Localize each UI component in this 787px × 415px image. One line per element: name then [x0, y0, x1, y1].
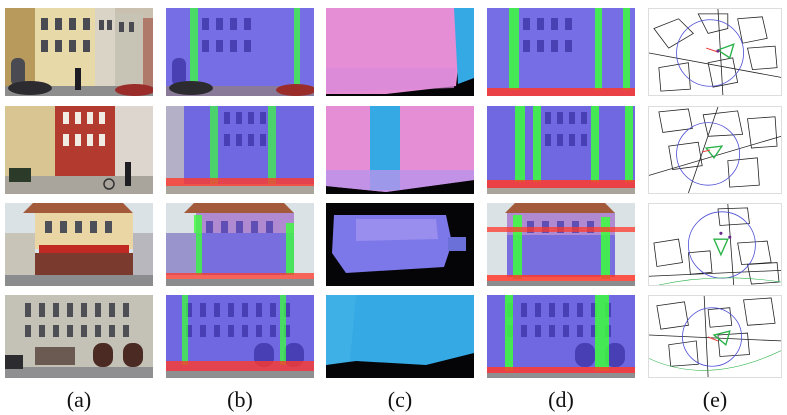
row1-normal-map — [326, 8, 474, 96]
row4-photo — [5, 295, 153, 378]
row3-photo — [5, 203, 153, 286]
caption-a: (a) — [66, 387, 92, 412]
row1-segmentation — [166, 8, 314, 96]
caption-b: (b) — [227, 387, 253, 412]
row4-map — [648, 295, 782, 378]
row4-refined — [487, 295, 635, 378]
row2-refined — [487, 106, 635, 194]
row3-map — [648, 203, 782, 286]
row3-normal-map — [326, 203, 474, 286]
row4-normal-map — [326, 295, 474, 378]
row1-map — [648, 8, 782, 96]
row2-normal-map — [326, 106, 474, 194]
row2-map — [648, 106, 782, 194]
row1-photo — [5, 8, 153, 96]
row3-refined — [487, 203, 635, 286]
caption-e: (e) — [702, 387, 728, 412]
row2-segmentation — [166, 106, 314, 194]
caption-d: (d) — [548, 387, 574, 412]
row4-segmentation — [166, 295, 314, 378]
row2-photo — [5, 106, 153, 194]
row1-refined — [487, 8, 635, 96]
caption-c: (c) — [387, 387, 413, 412]
row3-segmentation — [166, 203, 314, 286]
